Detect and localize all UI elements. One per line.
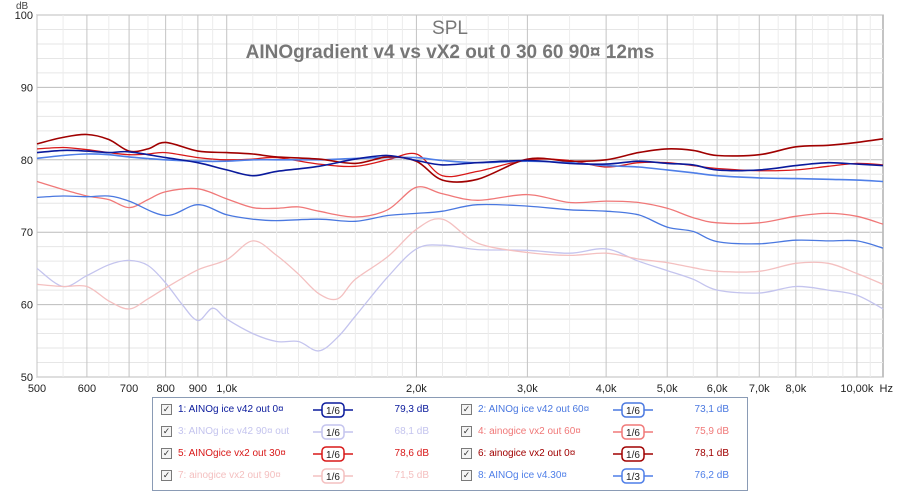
x-tick-label: 1,0k [216,383,237,395]
x-tick-label: 6,0k [707,383,728,395]
legend-smoothing: 1/6 [326,472,340,483]
legend-value: 68,1 dB [394,426,429,437]
legend-value: 78,6 dB [394,448,429,459]
legend-checkbox[interactable]: ✓ [461,426,472,437]
y-tick-label: 100 [15,10,33,22]
x-tick-label: 600 [78,383,96,395]
legend-swatch[interactable]: 1/6 [313,424,353,440]
y-tick-label: 60 [21,300,33,312]
series-line-3 [36,244,884,352]
y-tick-label: 70 [21,227,33,239]
legend-entry-3: ✓ 3: AINOg ice v42 90¤ out 1/6 68,1 dB [153,421,449,443]
legend-swatch[interactable]: 1/6 [613,424,653,440]
legend-series-name: 2: AINOg ice v42 out 60¤ [478,404,590,415]
legend-swatch[interactable]: 1/3 [613,468,653,484]
series-line-1 [36,149,884,177]
x-tick-label: 2,0k [406,383,427,395]
legend-swatch[interactable]: 1/6 [613,402,653,418]
x-tick-label: 3,0k [517,383,538,395]
legend-value: 79,3 dB [394,404,429,415]
legend-series-name: 3: AINOg ice v42 90¤ out [178,426,290,437]
legend-value: 73,1 dB [694,404,729,415]
legend-series-name: 1: AINOg ice v42 out 0¤ [178,404,284,415]
chart-title: SPL [432,18,468,39]
legend-smoothing: 1/6 [326,450,340,461]
legend-entry-4: ✓ 4: ainogice vx2 out 60¤ 1/6 75,9 dB [453,421,749,443]
legend-checkbox[interactable]: ✓ [161,404,172,415]
series-line-2 [36,195,884,249]
chart-subtitle: AINOgradient v4 vs vX2 out 0 30 60 90¤ 1… [246,42,655,63]
series-group [36,133,884,352]
y-tick-label: 80 [21,155,33,167]
y-axis-label: dB [16,1,29,12]
legend-smoothing: 1/3 [626,472,640,483]
grid [36,14,883,378]
x-tick-label: 4,0k [596,383,617,395]
x-axis: 500 600 700 800 900 1,0k 2,0k 3,0k 4,0k 5,0k 6,0k 7… [28,383,874,395]
x-tick-label: 8,0k [785,383,806,395]
legend-smoothing: 1/6 [326,428,340,439]
x-tick-label: 900 [189,383,207,395]
x-tick-label: 500 [28,383,46,395]
legend-checkbox[interactable]: ✓ [461,448,472,459]
legend-checkbox[interactable]: ✓ [161,448,172,459]
x-tick-label: 700 [120,383,138,395]
legend-value: 76,2 dB [694,470,729,481]
plot-area [36,14,884,378]
legend-value: 78,1 dB [694,448,729,459]
legend-smoothing: 1/6 [626,428,640,439]
legend-value: 71,5 dB [394,470,429,481]
x-axis-unit: Hz [880,383,893,395]
legend-series-name: 7: ainogice vx2 out 90¤ [178,470,281,481]
legend-series-name: 5: AINOgice vx2 out 30¤ [178,448,286,459]
legend-entry-8: ✓ 8: AINOg ice v4.30¤ 1/3 76,2 dB [453,465,749,487]
legend-smoothing: 1/6 [626,450,640,461]
x-tick-label: 5,0k [657,383,678,395]
legend-checkbox[interactable]: ✓ [161,470,172,481]
legend-swatch[interactable]: 1/6 [313,402,353,418]
series-line-8 [36,153,884,183]
y-axis: 50 60 70 80 90 100 [15,10,33,384]
legend-entry-7: ✓ 7: ainogice vx2 out 90¤ 1/6 71,5 dB [153,465,449,487]
x-tick-label: 800 [156,383,174,395]
legend-smoothing: 1/6 [626,406,640,417]
legend-series-name: 4: ainogice vx2 out 60¤ [478,426,581,437]
legend-series-name: 8: AINOg ice v4.30¤ [478,470,567,481]
legend-swatch[interactable]: 1/6 [613,446,653,462]
legend-swatch[interactable]: 1/6 [313,446,353,462]
legend-checkbox[interactable]: ✓ [461,404,472,415]
x-tick-label: 7,0k [749,383,770,395]
x-tick-label: 10,00k [840,383,874,395]
legend-entry-1: ✓ 1: AINOg ice v42 out 0¤ 1/6 79,3 dB [153,399,449,421]
legend-value: 75,9 dB [694,426,729,437]
y-tick-label: 50 [21,372,33,384]
legend-checkbox[interactable]: ✓ [161,426,172,437]
legend-checkbox[interactable]: ✓ [461,470,472,481]
legend-entry-5: ✓ 5: AINOgice vx2 out 30¤ 1/6 78,6 dB [153,443,449,465]
legend-entry-6: ✓ 6: ainogice vx2 out 0¤ 1/6 78,1 dB [453,443,749,465]
legend-swatch[interactable]: 1/6 [313,468,353,484]
legend-series-name: 6: ainogice vx2 out 0¤ [478,448,576,459]
legend: ✓ 1: AINOg ice v42 out 0¤ 1/6 79,3 dB ✓ 2: AI… [152,397,748,491]
series-line-4 [36,180,884,225]
legend-smoothing: 1/6 [326,406,340,417]
y-tick-label: 90 [21,82,33,94]
legend-entry-2: ✓ 2: AINOg ice v42 out 60¤ 1/6 73,1 dB [453,399,749,421]
series-line-7 [36,218,884,310]
